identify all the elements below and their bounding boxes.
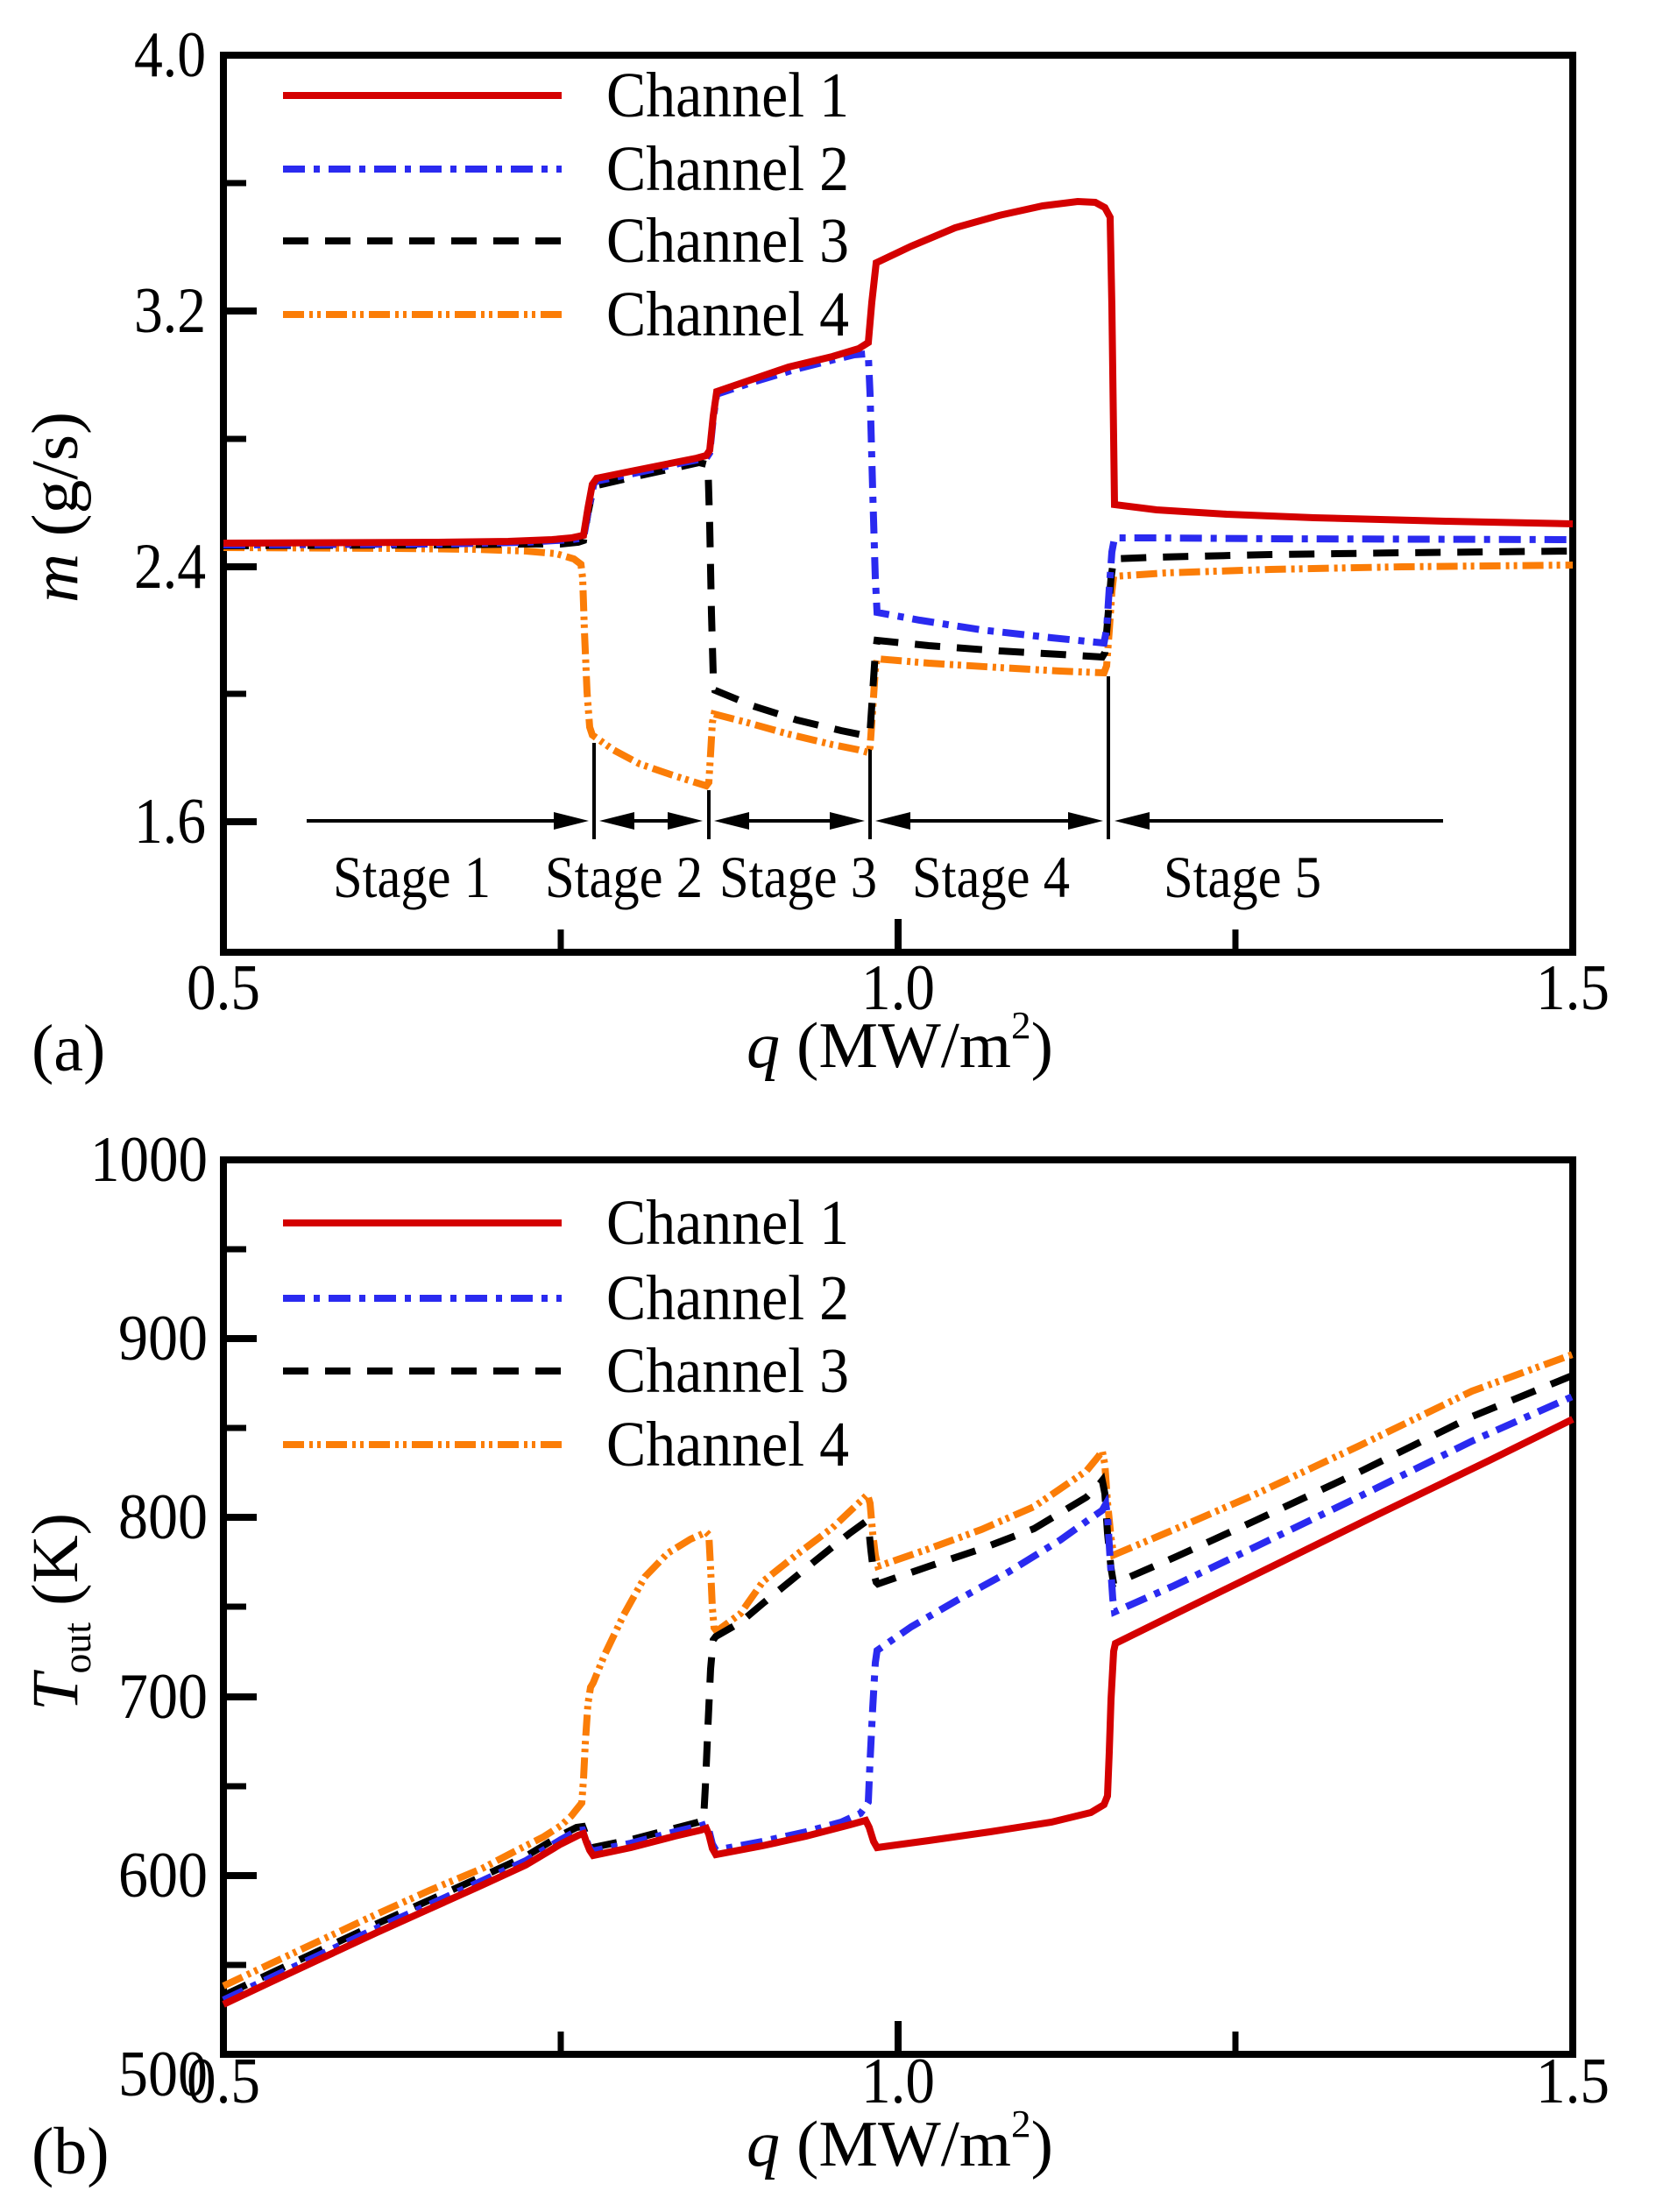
svg-text:1.6: 1.6 <box>134 786 206 858</box>
svg-text:1.5: 1.5 <box>1536 952 1610 1024</box>
svg-text:1.0: 1.0 <box>861 2046 935 2117</box>
svg-text:Stage 1: Stage 1 <box>333 844 491 910</box>
svg-text:4.0: 4.0 <box>134 19 206 91</box>
svg-text:Stage 3: Stage 3 <box>719 844 877 910</box>
svg-text:1.5: 1.5 <box>1536 2046 1610 2117</box>
svg-text:Tout (K): Tout (K) <box>19 1513 99 1711</box>
svg-text:800: 800 <box>118 1481 208 1553</box>
svg-text:Channel 4: Channel 4 <box>606 1409 849 1480</box>
svg-text:600: 600 <box>118 1840 208 1912</box>
svg-text:Channel 3: Channel 3 <box>606 1335 849 1406</box>
svg-text:900: 900 <box>118 1303 208 1375</box>
svg-text:Channel 1: Channel 1 <box>606 60 849 131</box>
svg-text:(a): (a) <box>32 1012 105 1085</box>
svg-text:700: 700 <box>118 1661 208 1733</box>
svg-text:Channel 1: Channel 1 <box>606 1187 849 1258</box>
svg-text:1.0: 1.0 <box>861 952 935 1024</box>
svg-text:Channel 2: Channel 2 <box>606 1262 849 1333</box>
svg-text:Channel 4: Channel 4 <box>606 279 849 350</box>
svg-text:2.4: 2.4 <box>134 531 206 603</box>
svg-text:Stage 5: Stage 5 <box>1164 844 1321 910</box>
svg-text:(b): (b) <box>32 2115 110 2188</box>
svg-text:Channel 3: Channel 3 <box>606 205 849 276</box>
svg-text:m (g/s): m (g/s) <box>19 412 92 603</box>
svg-text:500: 500 <box>118 2039 208 2110</box>
svg-text:1000: 1000 <box>90 1124 208 1196</box>
svg-text:Channel 2: Channel 2 <box>606 133 849 204</box>
svg-text:3.2: 3.2 <box>134 275 206 347</box>
svg-text:0.5: 0.5 <box>187 2046 260 2117</box>
svg-text:q (MW/m2): q (MW/m 2) <box>747 2102 1053 2180</box>
svg-text:0.5: 0.5 <box>187 952 260 1024</box>
svg-text:q (MW/m2): q (MW/m 2) <box>747 1004 1053 1082</box>
svg-text:Stage 4: Stage 4 <box>912 844 1070 910</box>
svg-text:Stage 2: Stage 2 <box>545 844 703 910</box>
